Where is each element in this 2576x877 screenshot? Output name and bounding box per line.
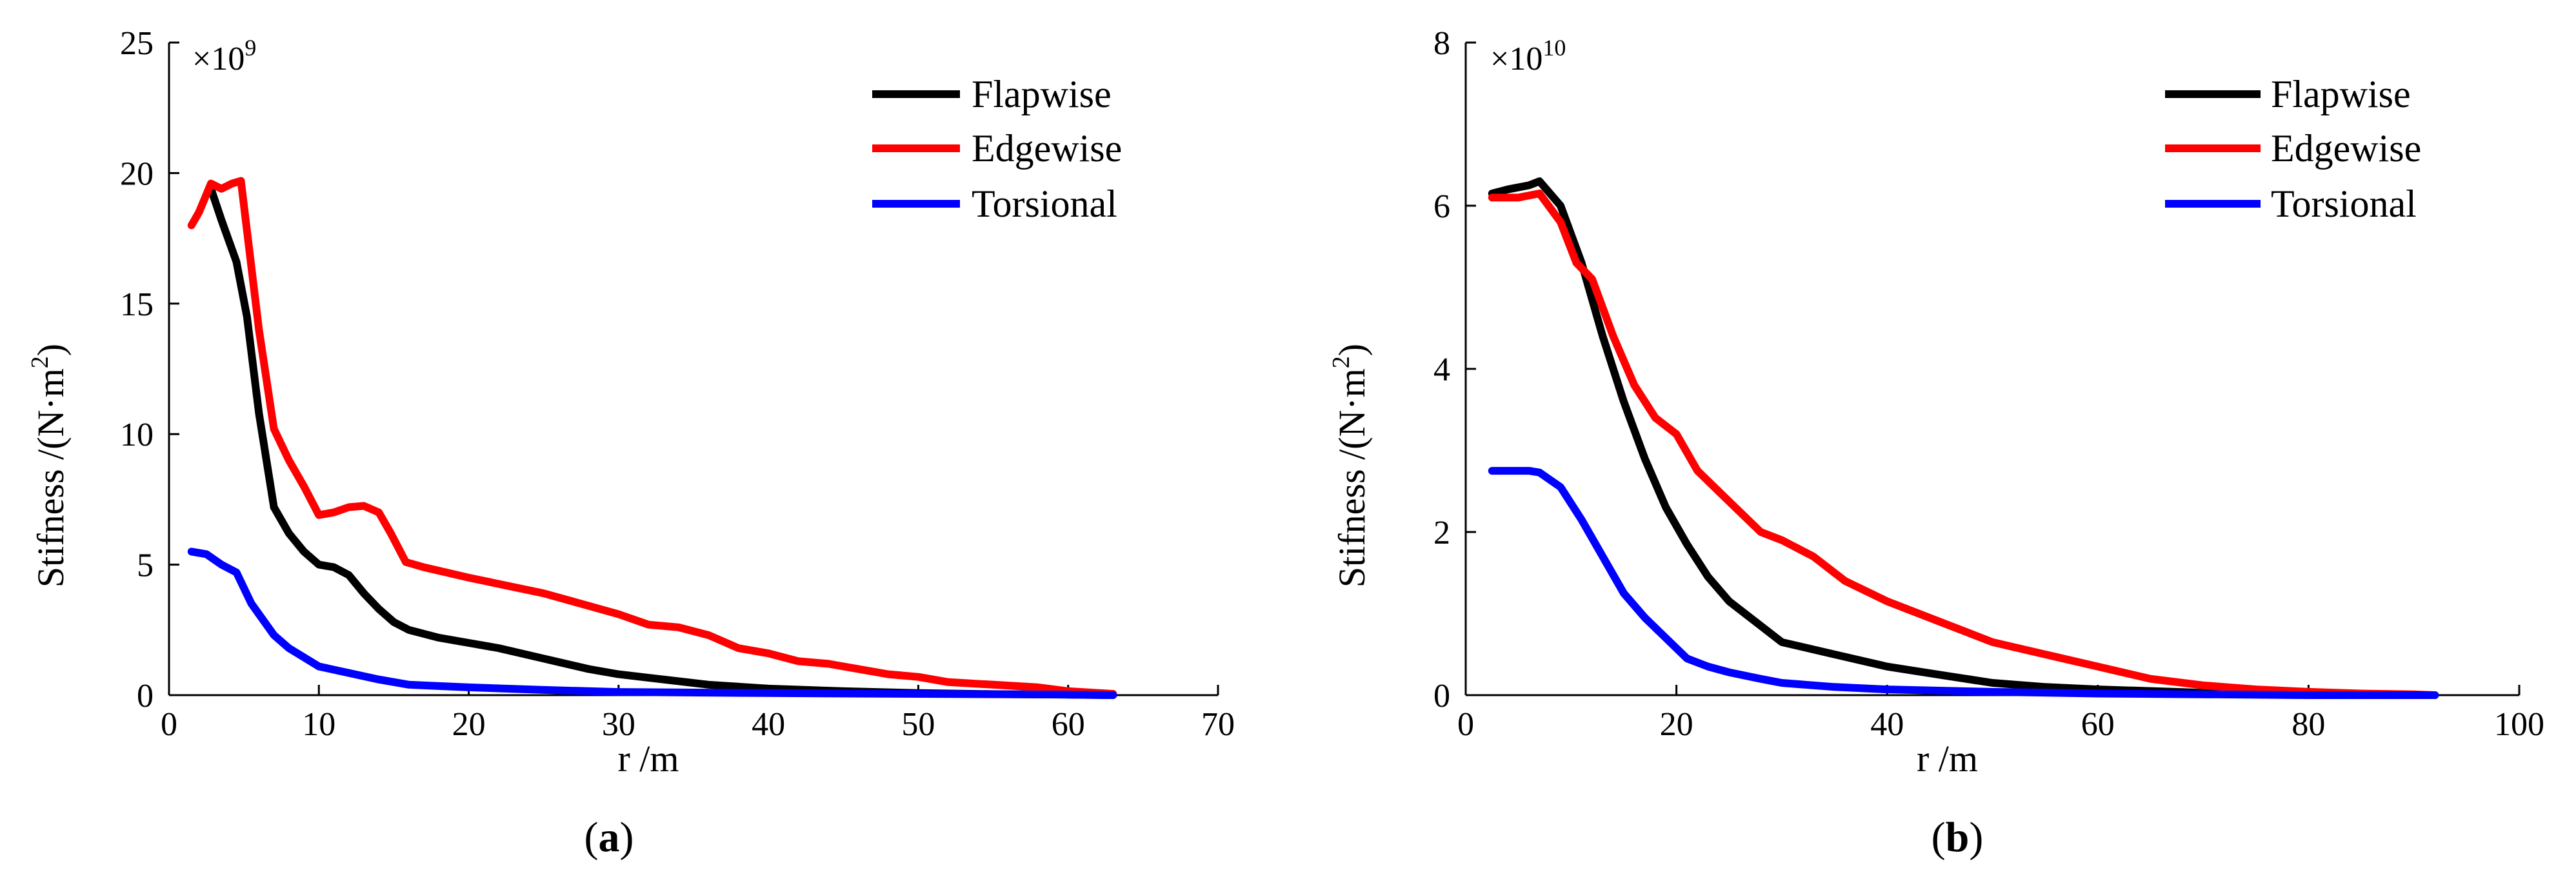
x-tick-label: 20: [452, 706, 486, 743]
y-tick-label: 2: [1433, 515, 1450, 551]
legend-label-torsional: Torsional: [2271, 182, 2417, 225]
x-axis-title: r /m: [1917, 738, 1978, 780]
legend-label-flapwise: Flapwise: [972, 73, 1112, 115]
y-tick-label: 5: [137, 547, 154, 584]
multiplier-base: ×10: [192, 41, 245, 77]
panel-label-open: (: [1932, 814, 1946, 861]
legend-label-flapwise: Flapwise: [2271, 73, 2411, 115]
x-tick-label: 70: [1201, 706, 1235, 743]
y-tick-label: 8: [1433, 25, 1450, 62]
y-axis-title-end: ): [30, 344, 72, 356]
x-tick-label: 60: [1052, 706, 1085, 743]
y-tick-label: 10: [120, 417, 154, 453]
axis-multiplier: ×1010: [1490, 35, 1566, 77]
chart-panel-a: 0 10 20 30 40 50 60 70 0 5 10 15 20 25 ×109 r /m Stifnes…: [26, 25, 1235, 861]
x-tick-label: 0: [1457, 706, 1474, 743]
y-tick-label: 25: [120, 25, 154, 62]
x-tick-label: 10: [302, 706, 335, 743]
panel-label-close: ): [1969, 814, 1983, 861]
x-tick-label: 50: [901, 706, 935, 743]
legend: Flapwise Edgewise Torsional: [872, 73, 1122, 225]
multiplier-exponent: 10: [1543, 35, 1566, 61]
multiplier-base: ×10: [1490, 41, 1543, 77]
legend-label-edgewise: Edgewise: [972, 127, 1122, 170]
x-tick-label: 20: [1660, 706, 1693, 743]
legend-label-edgewise: Edgewise: [2271, 127, 2421, 170]
x-tick-label: 100: [2494, 706, 2544, 743]
x-axis-title: r /m: [617, 738, 679, 780]
legend: Flapwise Edgewise Torsional: [2165, 73, 2421, 225]
legend-label-torsional: Torsional: [972, 182, 1117, 225]
y-axis-title-main: Stifness /(N·m: [30, 368, 72, 587]
series-line-torsional: [187, 547, 1117, 699]
y-tick-label: 4: [1433, 351, 1450, 388]
x-tick-label: 40: [1870, 706, 1904, 743]
y-axis-title-sup: 2: [1328, 356, 1355, 368]
y-axis-title-sup: 2: [26, 356, 54, 368]
panel-label-close: ): [620, 814, 634, 861]
multiplier-exponent: 9: [245, 35, 256, 61]
series-line-flapwise: [1488, 177, 2439, 699]
x-tick-label: 80: [2291, 706, 2325, 743]
y-tick-label: 0: [1433, 678, 1450, 714]
series-line-edgewise: [1488, 190, 2439, 699]
panel-label: (a): [584, 814, 634, 861]
x-tick-label: 60: [2081, 706, 2115, 743]
y-axis-title: Stifness /(N·m2): [1328, 344, 1373, 587]
x-tick-label: 30: [602, 706, 635, 743]
panel-label-letter: b: [1946, 814, 1970, 861]
y-tick-label: 20: [120, 155, 154, 192]
y-axis-title-main: Stifness /(N·m: [1331, 368, 1373, 587]
y-axis-title-end: ): [1331, 344, 1373, 356]
chart-panel-b: 0 20 40 60 80 100 0 2 4 6 8 ×1010 r /m Stifness /(N·m…: [1328, 25, 2544, 861]
panel-label-open: (: [584, 814, 599, 861]
x-tick-label: 40: [752, 706, 785, 743]
series-line-edgewise: [187, 177, 1117, 698]
panel-label: (b): [1932, 814, 1984, 861]
y-tick-label: 0: [137, 678, 154, 714]
series-line-torsional: [1488, 467, 2439, 699]
y-axis-title: Stifness /(N·m2): [26, 344, 72, 587]
y-tick-label: 6: [1433, 188, 1450, 225]
y-tick-label: 15: [120, 286, 154, 323]
axis-multiplier: ×109: [192, 35, 256, 77]
x-tick-label: 0: [161, 706, 177, 743]
series-line-flapwise: [207, 184, 1117, 699]
panel-label-letter: a: [599, 814, 620, 861]
